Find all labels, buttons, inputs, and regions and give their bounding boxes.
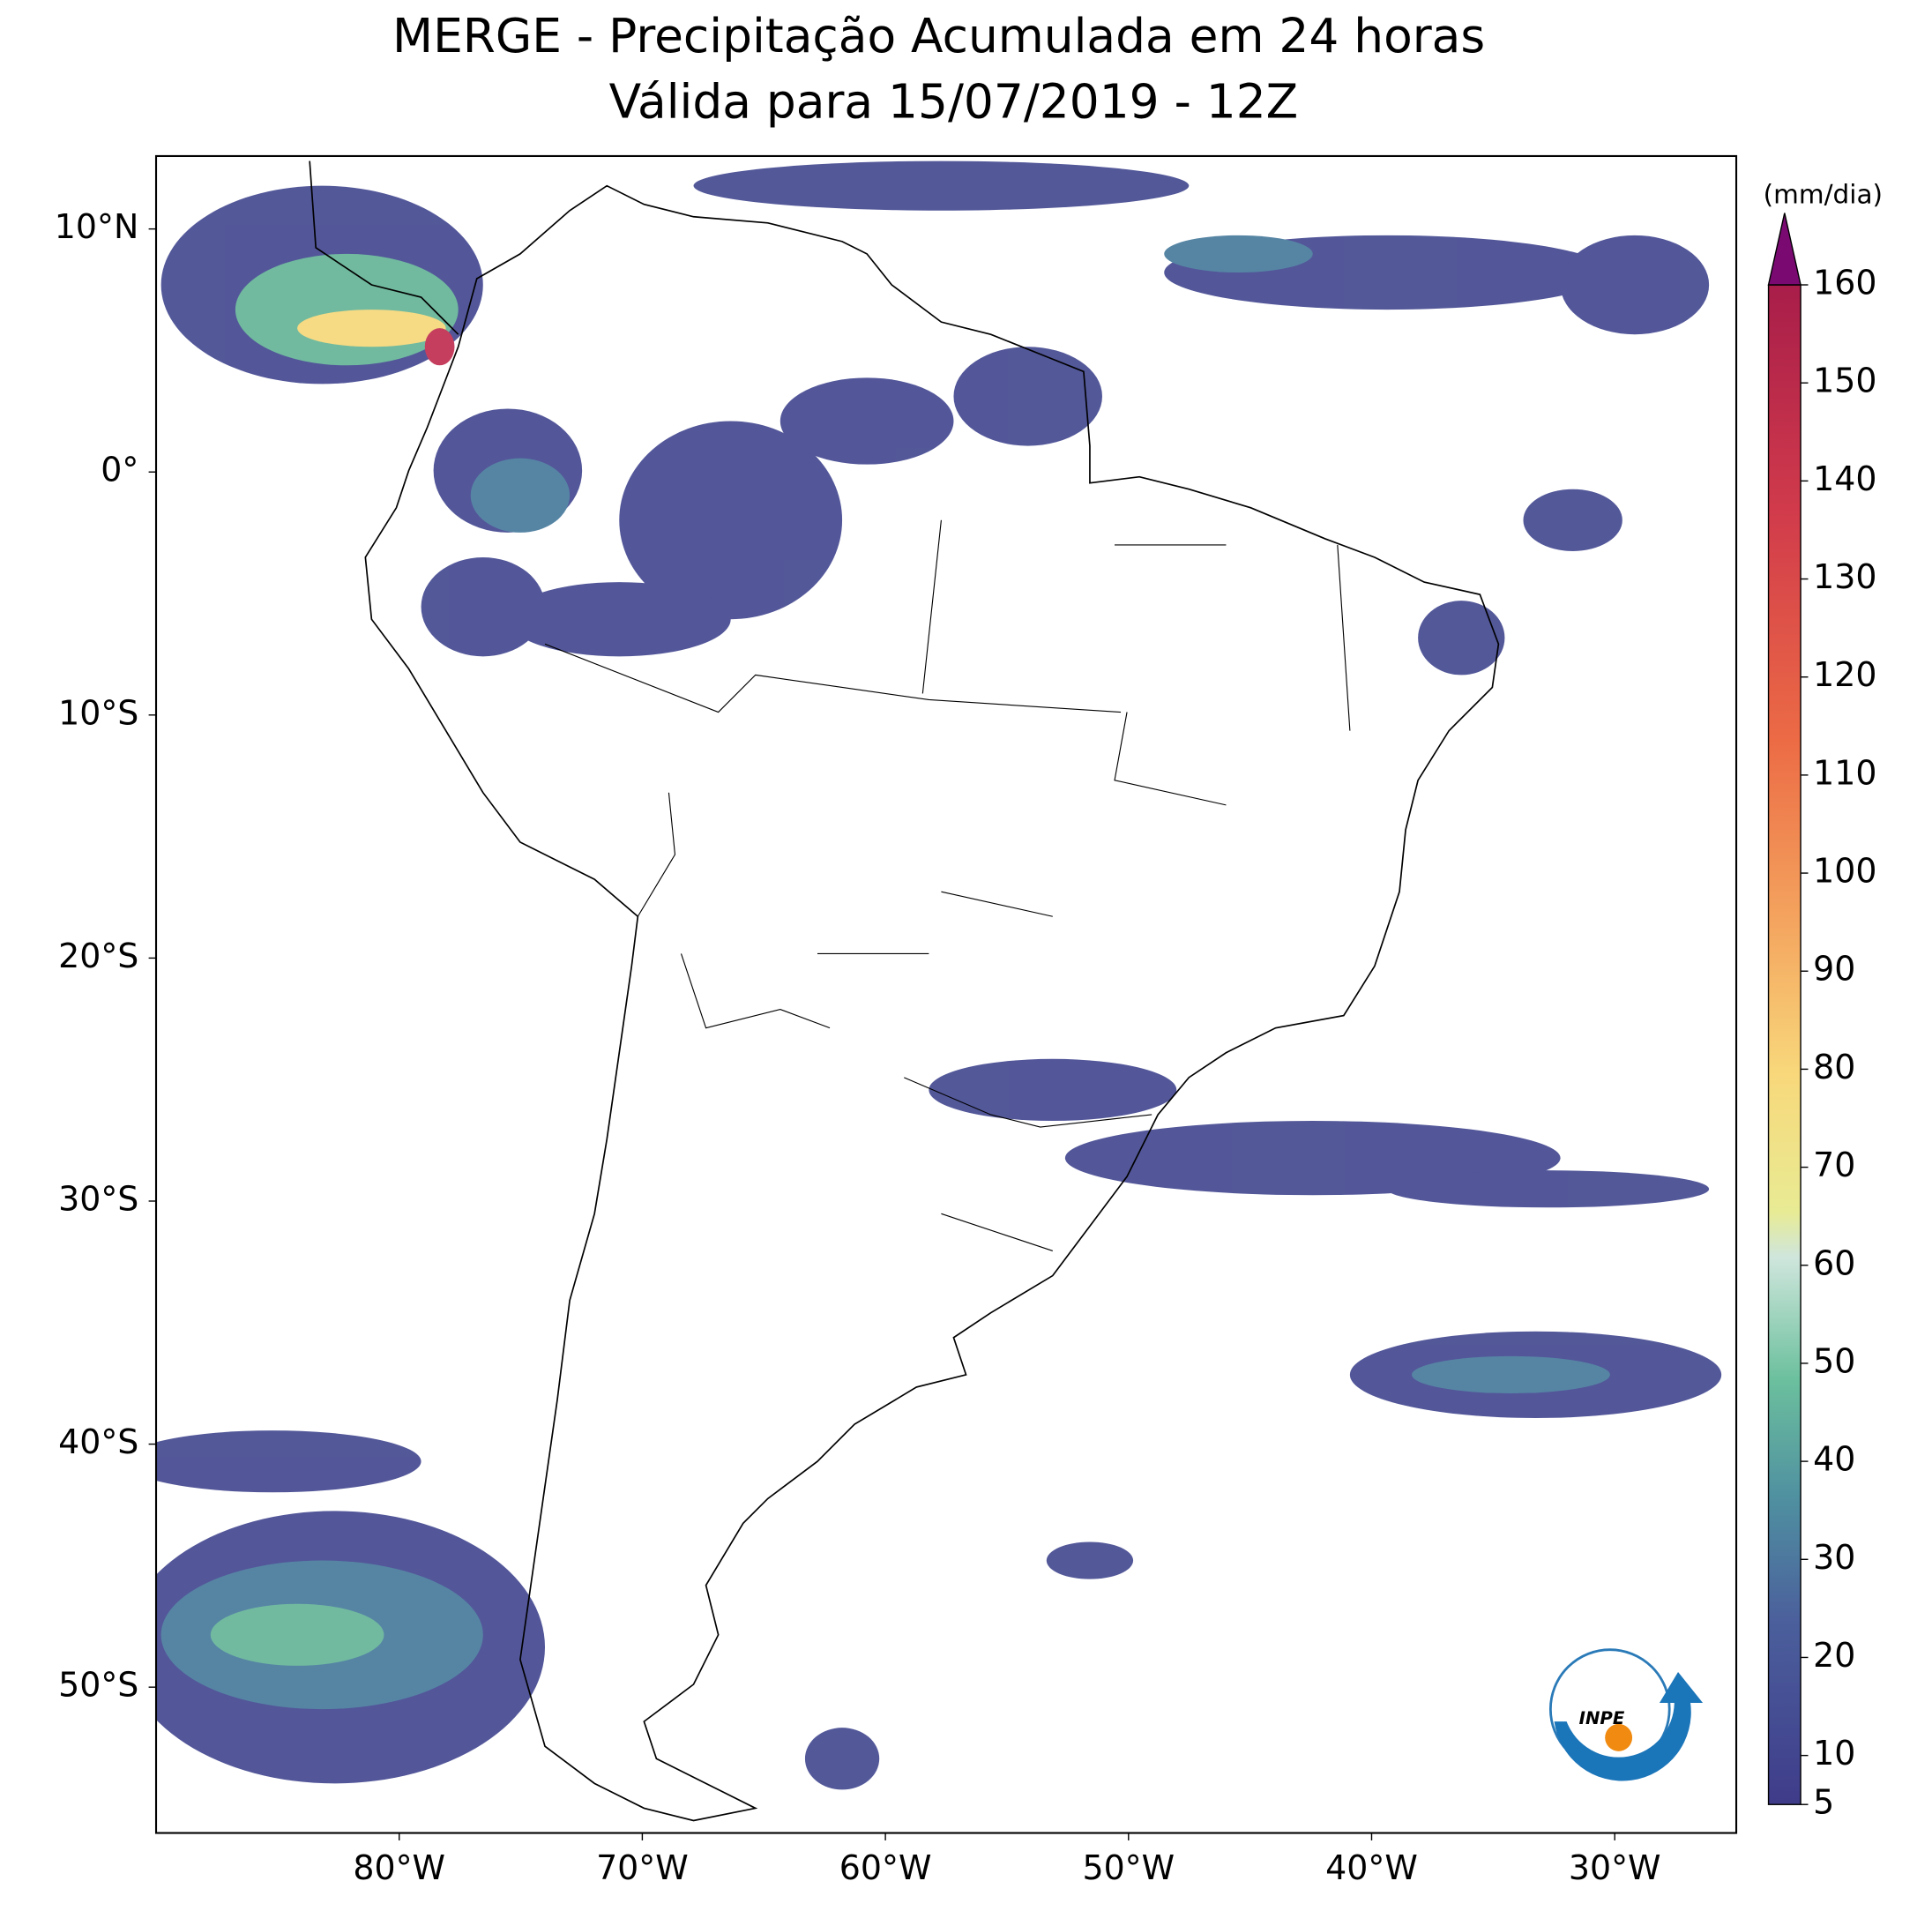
colorbar-tick-label: 50 bbox=[1813, 1341, 1855, 1380]
title-line-2: Válida para 15/07/2019 - 12Z bbox=[609, 73, 1299, 129]
borders bbox=[544, 519, 1351, 1251]
colorbar-tick-label: 20 bbox=[1813, 1636, 1855, 1675]
colorbar-tick-label: 140 bbox=[1813, 459, 1876, 498]
colorbar-tick-label: 10 bbox=[1813, 1734, 1855, 1773]
continent-outline bbox=[309, 160, 1500, 1822]
lon-tick-label: 50°W bbox=[1082, 1848, 1175, 1887]
inpe-logo: INPE bbox=[1548, 1648, 1704, 1781]
colorbar-tick-label: 90 bbox=[1813, 950, 1855, 989]
lon-tick-label: 60°W bbox=[839, 1848, 932, 1887]
lat-tick-label: 30°S bbox=[58, 1179, 138, 1218]
colorbar-tick-label: 150 bbox=[1813, 362, 1876, 400]
svg-text:INPE: INPE bbox=[1579, 1708, 1625, 1728]
colorbar-tick-label: 110 bbox=[1813, 753, 1876, 792]
colorbar: (mm/dia) bbox=[1764, 179, 1883, 1805]
colorbar-tick-label: 160 bbox=[1813, 264, 1876, 302]
precipitation bbox=[156, 160, 1722, 1790]
lat-tick-label: 20°S bbox=[58, 937, 138, 975]
colorbar-tick-label: 80 bbox=[1813, 1048, 1855, 1086]
colorbar-tick-label: 5 bbox=[1813, 1783, 1834, 1822]
colorbar-tick-label: 100 bbox=[1813, 852, 1876, 891]
map-frame bbox=[154, 154, 1738, 1834]
title-line-1: MERGE - Precipitação Acumulada em 24 hor… bbox=[392, 8, 1485, 63]
colorbar-extend-arrow bbox=[1767, 213, 1801, 286]
lat-tick-label: 50°S bbox=[58, 1666, 138, 1705]
colorbar-tick-label: 70 bbox=[1813, 1146, 1855, 1184]
lat-tick-label: 10°S bbox=[58, 693, 138, 732]
colorbar-unit: (mm/dia) bbox=[1764, 179, 1883, 209]
colorbar-tick-label: 120 bbox=[1813, 655, 1876, 694]
colorbar-tick-label: 60 bbox=[1813, 1243, 1855, 1282]
colorbar-tick-label: 30 bbox=[1813, 1538, 1855, 1577]
colorbar-scale bbox=[1767, 284, 1801, 1805]
lon-tick-label: 30°W bbox=[1569, 1848, 1661, 1887]
lat-tick-label: 10°N bbox=[55, 207, 139, 246]
lon-tick-label: 80°W bbox=[353, 1848, 445, 1887]
lat-tick-label: 40°S bbox=[58, 1422, 138, 1461]
lon-tick-label: 40°W bbox=[1325, 1848, 1418, 1887]
colorbar-tick-label: 130 bbox=[1813, 557, 1876, 596]
lat-tick-label: 0° bbox=[101, 451, 138, 489]
colorbar-tick-label: 40 bbox=[1813, 1440, 1855, 1479]
lon-tick-label: 70°W bbox=[596, 1848, 689, 1887]
map bbox=[156, 160, 1722, 1822]
